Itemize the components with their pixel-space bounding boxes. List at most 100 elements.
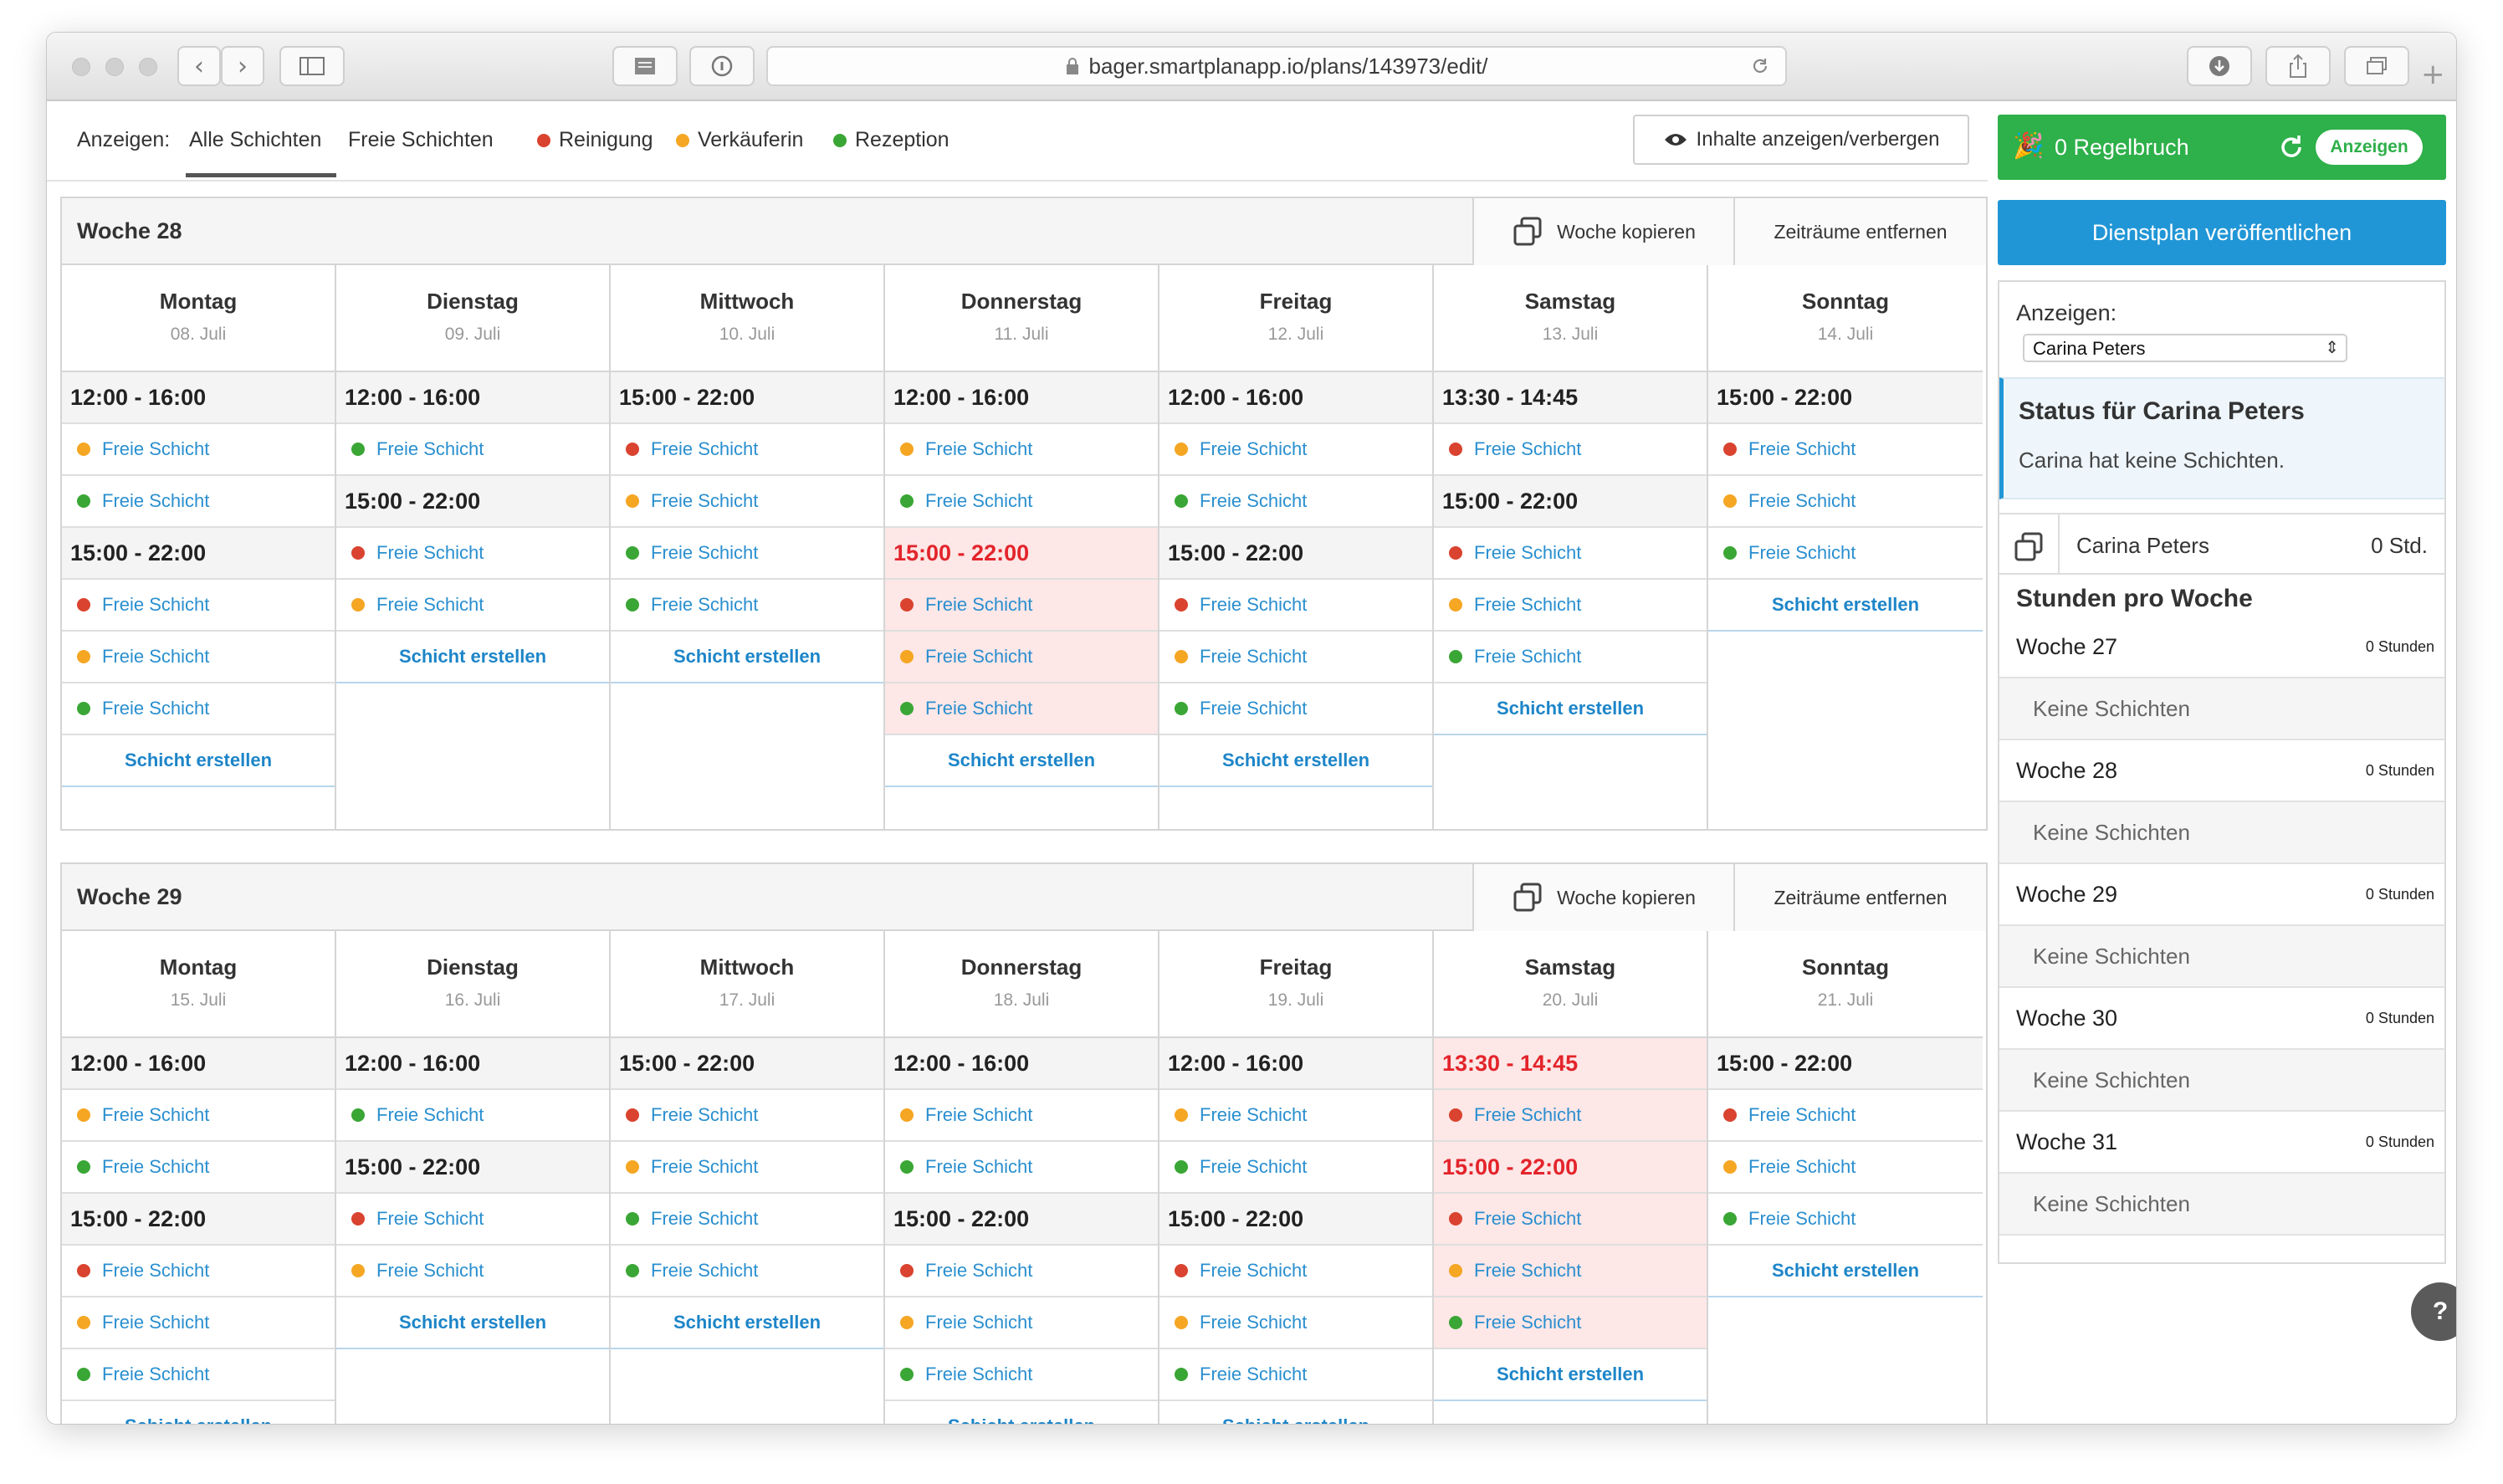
create-shift-button[interactable]: Schicht erstellen bbox=[885, 1401, 1158, 1424]
password-manager-button[interactable] bbox=[689, 46, 755, 86]
shift-time-slot[interactable]: 12:00 - 16:00 bbox=[885, 372, 1158, 424]
create-shift-button[interactable]: Schicht erstellen bbox=[62, 1401, 335, 1424]
copy-icon[interactable] bbox=[2013, 531, 2045, 563]
free-shift-item[interactable]: Freie Schicht bbox=[885, 1246, 1158, 1297]
minimize-window-button[interactable] bbox=[105, 58, 124, 76]
free-shift-item[interactable]: Freie Schicht bbox=[611, 580, 883, 632]
shift-time-slot[interactable]: 12:00 - 16:00 bbox=[62, 372, 335, 424]
free-shift-item[interactable]: Freie Schicht bbox=[62, 683, 335, 735]
free-shift-item[interactable]: Freie Schicht bbox=[885, 683, 1158, 735]
shift-time-slot[interactable]: 12:00 - 16:00 bbox=[885, 1038, 1158, 1090]
free-shift-item[interactable]: Freie Schicht bbox=[1434, 1090, 1707, 1142]
person-row[interactable]: Carina Peters 0 Std. bbox=[1999, 513, 2444, 575]
free-shift-item[interactable]: Freie Schicht bbox=[62, 1246, 335, 1297]
free-shift-item[interactable]: Freie Schicht bbox=[62, 1142, 335, 1194]
free-shift-item[interactable]: Freie Schicht bbox=[611, 1194, 883, 1246]
shift-time-slot[interactable]: 15:00 - 22:00 bbox=[336, 1142, 609, 1194]
create-shift-button[interactable]: Schicht erstellen bbox=[336, 1297, 609, 1349]
free-shift-item[interactable]: Freie Schicht bbox=[1708, 1142, 1983, 1194]
free-shift-item[interactable]: Freie Schicht bbox=[1159, 1297, 1432, 1349]
free-shift-item[interactable]: Freie Schicht bbox=[62, 1297, 335, 1349]
remove-periods-button[interactable]: Zeiträume entfernen bbox=[1733, 864, 1986, 931]
free-shift-item[interactable]: Freie Schicht bbox=[611, 1090, 883, 1142]
free-shift-item[interactable]: Freie Schicht bbox=[885, 632, 1158, 683]
shift-time-slot[interactable]: 12:00 - 16:00 bbox=[62, 1038, 335, 1090]
share-button[interactable] bbox=[2265, 46, 2331, 86]
free-shift-item[interactable]: Freie Schicht bbox=[885, 1297, 1158, 1349]
free-shift-item[interactable]: Freie Schicht bbox=[1434, 1246, 1707, 1297]
refresh-icon[interactable] bbox=[2277, 133, 2306, 161]
new-tab-button[interactable]: + bbox=[2421, 58, 2445, 91]
legend-verkaeuferin[interactable]: Verkäuferin bbox=[676, 128, 803, 152]
back-button[interactable]: ‹ bbox=[177, 46, 221, 86]
free-shift-item[interactable]: Freie Schicht bbox=[62, 476, 335, 528]
sidebar-toggle-button[interactable] bbox=[279, 46, 345, 86]
free-shift-item[interactable]: Freie Schicht bbox=[885, 1142, 1158, 1194]
free-shift-item[interactable]: Freie Schicht bbox=[611, 1246, 883, 1297]
free-shift-item[interactable]: Freie Schicht bbox=[1708, 1194, 1983, 1246]
shift-time-slot[interactable]: 15:00 - 22:00 bbox=[1434, 476, 1707, 528]
free-shift-item[interactable]: Freie Schicht bbox=[1434, 632, 1707, 683]
free-shift-item[interactable]: Freie Schicht bbox=[1159, 1349, 1432, 1401]
free-shift-item[interactable]: Freie Schicht bbox=[1159, 1090, 1432, 1142]
tab-free-shifts[interactable]: Freie Schichten bbox=[348, 128, 494, 151]
create-shift-button[interactable]: Schicht erstellen bbox=[1159, 735, 1432, 787]
free-shift-item[interactable]: Freie Schicht bbox=[885, 1349, 1158, 1401]
shift-time-slot[interactable]: 12:00 - 16:00 bbox=[336, 372, 609, 424]
shift-time-slot[interactable]: 15:00 - 22:00 bbox=[1434, 1142, 1707, 1194]
shift-time-slot[interactable]: 15:00 - 22:00 bbox=[1708, 372, 1983, 424]
remove-periods-button[interactable]: Zeiträume entfernen bbox=[1733, 198, 1986, 265]
free-shift-item[interactable]: Freie Schicht bbox=[62, 632, 335, 683]
free-shift-item[interactable]: Freie Schicht bbox=[1434, 528, 1707, 580]
shift-time-slot[interactable]: 15:00 - 22:00 bbox=[336, 476, 609, 528]
create-shift-button[interactable]: Schicht erstellen bbox=[1708, 580, 1983, 632]
shift-time-slot[interactable]: 13:30 - 14:45 bbox=[1434, 1038, 1707, 1090]
free-shift-item[interactable]: Freie Schicht bbox=[1434, 424, 1707, 476]
free-shift-item[interactable]: Freie Schicht bbox=[885, 424, 1158, 476]
forward-button[interactable]: › bbox=[221, 46, 264, 86]
create-shift-button[interactable]: Schicht erstellen bbox=[1434, 1349, 1707, 1401]
zoom-window-button[interactable] bbox=[139, 58, 157, 76]
copy-week-button[interactable]: Woche kopieren bbox=[1472, 198, 1733, 265]
free-shift-item[interactable]: Freie Schicht bbox=[1708, 424, 1983, 476]
free-shift-item[interactable]: Freie Schicht bbox=[336, 580, 609, 632]
create-shift-button[interactable]: Schicht erstellen bbox=[1708, 1246, 1983, 1297]
free-shift-item[interactable]: Freie Schicht bbox=[611, 424, 883, 476]
free-shift-item[interactable]: Freie Schicht bbox=[62, 424, 335, 476]
shift-time-slot[interactable]: 15:00 - 22:00 bbox=[885, 1194, 1158, 1246]
shift-time-slot[interactable]: 15:00 - 22:00 bbox=[62, 528, 335, 580]
shift-time-slot[interactable]: 15:00 - 22:00 bbox=[62, 1194, 335, 1246]
legend-reinigung[interactable]: Reinigung bbox=[537, 128, 653, 152]
free-shift-item[interactable]: Freie Schicht bbox=[1708, 528, 1983, 580]
free-shift-item[interactable]: Freie Schicht bbox=[1159, 683, 1432, 735]
downloads-button[interactable] bbox=[2187, 46, 2252, 86]
free-shift-item[interactable]: Freie Schicht bbox=[885, 1090, 1158, 1142]
person-select[interactable]: Carina Peters ⇕ bbox=[2023, 334, 2347, 362]
create-shift-button[interactable]: Schicht erstellen bbox=[611, 632, 883, 683]
help-button[interactable]: ? bbox=[2411, 1282, 2456, 1341]
toggle-content-button[interactable]: Inhalte anzeigen/verbergen bbox=[1633, 115, 1969, 165]
free-shift-item[interactable]: Freie Schicht bbox=[336, 424, 609, 476]
tab-all-shifts[interactable]: Alle Schichten bbox=[189, 128, 322, 151]
shift-time-slot[interactable]: 15:00 - 22:00 bbox=[885, 528, 1158, 580]
free-shift-item[interactable]: Freie Schicht bbox=[336, 1194, 609, 1246]
free-shift-item[interactable]: Freie Schicht bbox=[1708, 1090, 1983, 1142]
free-shift-item[interactable]: Freie Schicht bbox=[1159, 580, 1432, 632]
create-shift-button[interactable]: Schicht erstellen bbox=[1159, 1401, 1432, 1424]
shift-time-slot[interactable]: 15:00 - 22:00 bbox=[1708, 1038, 1983, 1090]
show-rule-breaks-button[interactable]: Anzeigen bbox=[2316, 130, 2423, 165]
free-shift-item[interactable]: Freie Schicht bbox=[885, 476, 1158, 528]
shift-time-slot[interactable]: 13:30 - 14:45 bbox=[1434, 372, 1707, 424]
free-shift-item[interactable]: Freie Schicht bbox=[62, 1090, 335, 1142]
reader-button[interactable] bbox=[612, 46, 678, 86]
address-bar[interactable]: bager.smartplanapp.io/plans/143973/edit/ bbox=[766, 46, 1787, 86]
legend-rezeption[interactable]: Rezeption bbox=[833, 128, 950, 152]
free-shift-item[interactable]: Freie Schicht bbox=[1159, 476, 1432, 528]
free-shift-item[interactable]: Freie Schicht bbox=[62, 1349, 335, 1401]
free-shift-item[interactable]: Freie Schicht bbox=[1159, 1142, 1432, 1194]
free-shift-item[interactable]: Freie Schicht bbox=[1434, 580, 1707, 632]
create-shift-button[interactable]: Schicht erstellen bbox=[62, 735, 335, 787]
create-shift-button[interactable]: Schicht erstellen bbox=[885, 735, 1158, 787]
create-shift-button[interactable]: Schicht erstellen bbox=[336, 632, 609, 683]
free-shift-item[interactable]: Freie Schicht bbox=[1159, 632, 1432, 683]
